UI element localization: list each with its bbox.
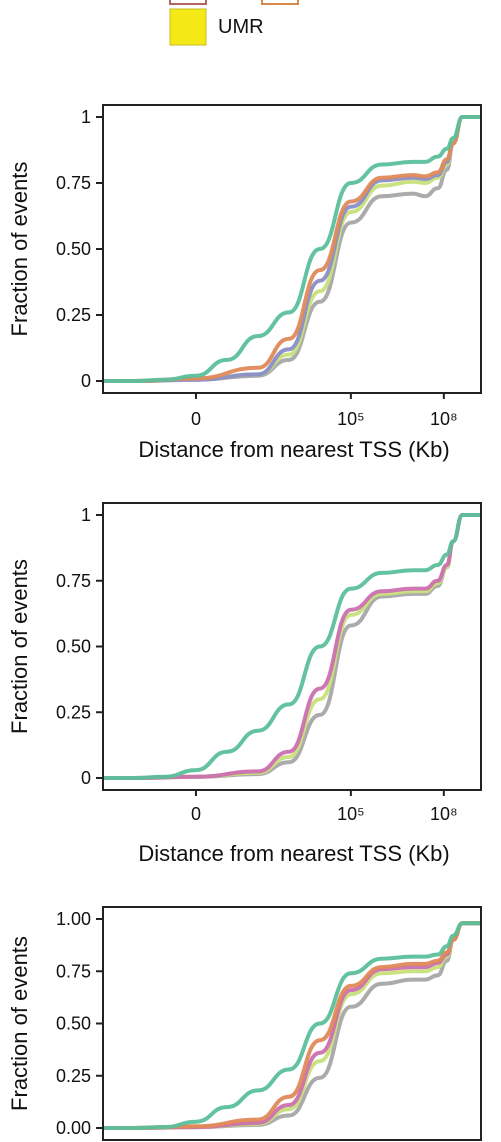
y-tick-label: 0 bbox=[81, 371, 91, 391]
y-tick-label: 0.75 bbox=[56, 173, 91, 193]
x-axis-title: Distance from nearest TSS (Kb) bbox=[138, 437, 449, 462]
series-line-2 bbox=[103, 513, 481, 780]
y-tick-label: 1 bbox=[81, 505, 91, 525]
legend-swatch-2 bbox=[261, 0, 299, 5]
chart-panel-2: 0 0.25 0.50 0.75 1 0 10⁵ 10⁸ Distance from neare… bbox=[7, 502, 482, 866]
y-tick-label: 0.00 bbox=[56, 1118, 91, 1138]
y-axis-title: Fraction of events bbox=[7, 936, 32, 1111]
y-tick-label: 1 bbox=[81, 107, 91, 127]
y-tick-label: 0.50 bbox=[56, 637, 91, 657]
legend-label-umr: UMR bbox=[218, 16, 264, 38]
series-line-4 bbox=[103, 513, 481, 780]
x-tick-label: 0 bbox=[191, 804, 201, 824]
x-tick-label: 0 bbox=[191, 409, 201, 429]
y-tick-label: 0.75 bbox=[56, 571, 91, 591]
series-line-4 bbox=[103, 921, 481, 1130]
legend-swatch-1 bbox=[169, 0, 207, 5]
series-group bbox=[103, 115, 481, 383]
x-tick-label: 10⁵ bbox=[337, 409, 364, 429]
series-line-4 bbox=[103, 115, 481, 383]
chart-panel-3: 0.00 0.25 0.50 0.75 1.00 Fraction of events bbox=[7, 906, 482, 1141]
series-line-1 bbox=[103, 921, 481, 1130]
plot-frame bbox=[102, 502, 482, 791]
series-line-3 bbox=[103, 921, 481, 1130]
legend: UMR bbox=[169, 0, 299, 46]
x-tick-label: 10⁸ bbox=[430, 804, 458, 824]
y-tick-label: 0.25 bbox=[56, 702, 91, 722]
series-line-3 bbox=[103, 513, 481, 780]
y-axis-title: Fraction of events bbox=[7, 559, 32, 734]
series-line-5 bbox=[103, 921, 481, 1130]
series-group bbox=[103, 513, 481, 780]
y-axis-title: Fraction of events bbox=[7, 162, 32, 337]
x-tick-label: 10⁵ bbox=[337, 804, 364, 824]
y-tick-label: 0 bbox=[81, 768, 91, 788]
series-group bbox=[103, 921, 481, 1130]
series-line-5 bbox=[103, 115, 481, 383]
y-tick-label: 0.50 bbox=[56, 1014, 91, 1034]
y-tick-label: 1.00 bbox=[56, 909, 91, 929]
series-line-1 bbox=[103, 513, 481, 780]
y-tick-label: 0.25 bbox=[56, 305, 91, 325]
legend-swatch-3 bbox=[169, 8, 207, 46]
y-tick-label: 0.25 bbox=[56, 1066, 91, 1086]
x-axis-title: Distance from nearest TSS (Kb) bbox=[138, 841, 449, 866]
y-tick-label: 0.50 bbox=[56, 239, 91, 259]
y-tick-label: 0.75 bbox=[56, 961, 91, 981]
series-line-2 bbox=[103, 921, 481, 1130]
x-tick-label: 10⁸ bbox=[430, 409, 458, 429]
chart-panel-1: 0 0.25 0.50 0.75 1 0 10⁵ 10⁸ Distance from neare… bbox=[7, 104, 482, 462]
